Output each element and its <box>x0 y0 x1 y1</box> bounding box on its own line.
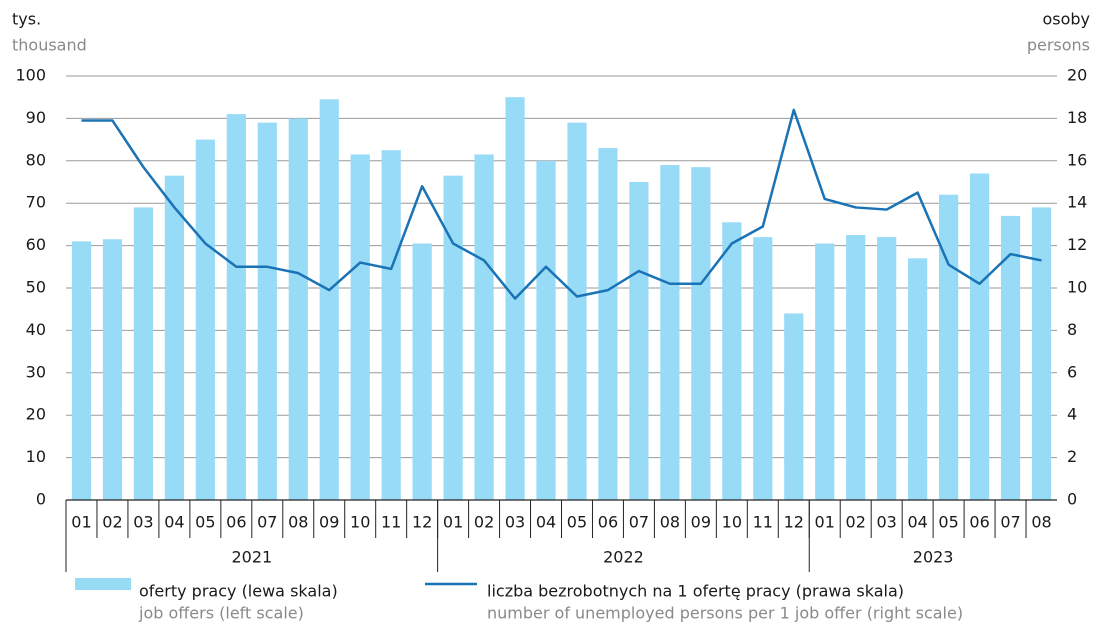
y-tick-label: 70 <box>26 193 46 212</box>
bar <box>133 207 154 500</box>
bar <box>474 154 494 500</box>
y2-tick-label: 20 <box>1067 66 1087 85</box>
y2-tick-label: 18 <box>1067 108 1087 127</box>
y-tick-label: 10 <box>26 447 46 466</box>
x-tick-label: 08 <box>660 513 680 532</box>
bar <box>381 150 401 500</box>
x-tick-label: 05 <box>567 513 587 532</box>
bar <box>288 118 308 501</box>
x-tick-label: 09 <box>691 513 711 532</box>
y-tick-label: 60 <box>26 235 46 254</box>
y-tick-label: 80 <box>26 150 46 169</box>
x-tick-label: 07 <box>629 513 649 532</box>
legend-label-en: job offers (left scale) <box>138 604 304 623</box>
y2-axis-label-en: persons <box>1027 36 1090 55</box>
x-tick-label: 01 <box>443 513 463 532</box>
x-tick-label: 10 <box>722 513 742 532</box>
bar <box>877 237 897 500</box>
x-tick-label: 08 <box>1031 513 1051 532</box>
x-tick-label: 09 <box>319 513 339 532</box>
y2-tick-label: 6 <box>1067 362 1077 381</box>
bar <box>969 173 990 500</box>
y2-tick-label: 14 <box>1067 193 1087 212</box>
legend-label-en: number of unemployed persons per 1 job o… <box>487 604 963 623</box>
x-tick-label: 05 <box>195 513 215 532</box>
y-tick-label: 40 <box>26 320 46 339</box>
x-tick-label: 03 <box>133 513 153 532</box>
bar <box>753 237 773 500</box>
bar <box>226 114 246 500</box>
line <box>81 108 1042 300</box>
x-tick-label: 01 <box>815 513 835 532</box>
x-tick-label: 06 <box>226 513 246 532</box>
legend-label: oferty pracy (lewa skala) <box>139 582 338 601</box>
bar <box>443 175 463 500</box>
bar <box>567 122 587 500</box>
y2-tick-label: 4 <box>1067 405 1077 424</box>
x-tick-label: 06 <box>598 513 618 532</box>
bar <box>102 239 123 501</box>
bar <box>195 139 215 500</box>
x-tick-label: 03 <box>505 513 525 532</box>
y-axis-label: tys. <box>12 10 41 29</box>
y2-tick-label: 12 <box>1067 235 1087 254</box>
bar <box>412 243 432 501</box>
x-tick-label: 04 <box>536 513 556 532</box>
legend-label: liczba bezrobotnych na 1 ofertę pracy (p… <box>487 582 904 601</box>
bar <box>784 313 804 500</box>
bar <box>815 243 835 501</box>
bar <box>660 165 680 501</box>
group-label: 2022 <box>603 548 644 567</box>
y-tick-label: 30 <box>26 362 46 381</box>
y2-tick-label: 2 <box>1067 447 1077 466</box>
x-tick-label: 03 <box>876 513 896 532</box>
x-tick-label: 06 <box>969 513 989 532</box>
x-tick-label: 02 <box>846 513 866 532</box>
y-axis-label-en: thousand <box>12 36 87 55</box>
bar <box>319 99 339 500</box>
x-tick-label: 12 <box>784 513 804 532</box>
y-tick-label: 50 <box>26 278 46 297</box>
y2-tick-label: 16 <box>1067 150 1087 169</box>
y-tick-label: 0 <box>36 490 46 509</box>
x-tick-label: 04 <box>907 513 927 532</box>
y2-tick-label: 0 <box>1067 490 1077 509</box>
bar <box>691 167 711 500</box>
bar <box>629 182 649 500</box>
bar <box>164 175 184 500</box>
y-tick-label: 90 <box>26 108 46 127</box>
y-tick-label: 20 <box>26 405 46 424</box>
bar <box>846 235 866 500</box>
y2-axis-label: osoby <box>1042 10 1090 29</box>
legend-swatch <box>75 578 131 590</box>
x-tick-label: 12 <box>412 513 432 532</box>
bar <box>536 160 556 501</box>
bar <box>722 222 742 500</box>
y2-tick-label: 8 <box>1067 320 1077 339</box>
bar <box>71 241 92 501</box>
bar <box>939 194 959 500</box>
x-tick-label: 11 <box>753 513 773 532</box>
bar <box>598 148 618 500</box>
x-tick-label: 01 <box>71 513 91 532</box>
x-tick-label: 07 <box>257 513 277 532</box>
bar <box>908 258 928 500</box>
x-tick-label: 10 <box>350 513 370 532</box>
y-tick-label: 100 <box>15 66 46 85</box>
x-tick-label: 08 <box>288 513 308 532</box>
bar <box>1031 207 1052 500</box>
bar <box>350 154 370 500</box>
x-tick-label: 02 <box>474 513 494 532</box>
x-tick-label: 02 <box>102 513 122 532</box>
x-tick-label: 04 <box>164 513 184 532</box>
group-label: 2023 <box>913 548 954 567</box>
x-tick-label: 11 <box>381 513 401 532</box>
group-label: 2021 <box>231 548 272 567</box>
bar <box>1000 215 1021 501</box>
y2-tick-label: 10 <box>1067 278 1087 297</box>
x-tick-label: 07 <box>1000 513 1020 532</box>
x-tick-label: 05 <box>938 513 958 532</box>
bar <box>257 122 277 500</box>
